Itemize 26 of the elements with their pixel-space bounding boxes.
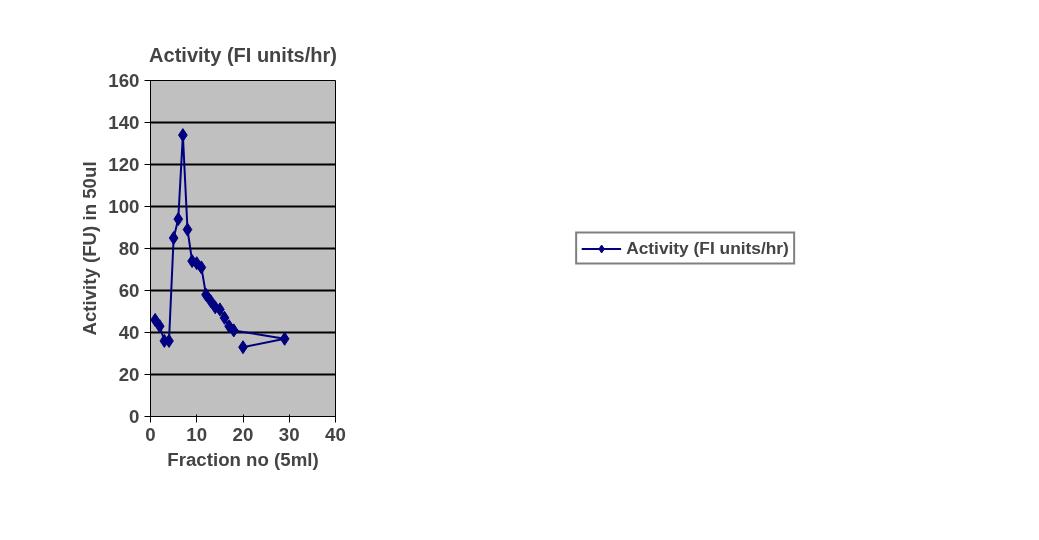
point [182,222,193,237]
y-tick-label: 120 [108,154,140,175]
y-tick-label: 40 [118,322,140,343]
x-tick-label: 40 [325,423,346,445]
point [196,260,207,275]
y-tick-label: 80 [118,238,140,259]
point [173,212,184,227]
x-tick-label: 20 [232,423,254,445]
x-tick-label: 10 [186,423,208,445]
x-axis-title: Fraction no (5ml) [167,448,319,470]
y-axis-title: Activity (FU) in 50ul [79,161,101,336]
y-tick-label: 0 [129,406,140,427]
point [168,231,179,245]
y-tick-label: 140 [108,112,140,133]
point [219,310,230,325]
point [154,319,165,334]
y-tick-label: 100 [108,196,140,217]
y-tick-label: 60 [118,280,140,301]
x-tick-label: 0 [145,423,156,445]
chart-title: Activity (FI units/hr) [149,43,337,66]
y-tick-label: 160 [108,70,140,91]
point [228,323,239,338]
y-tick-label: 20 [118,364,140,385]
x-tick-label: 30 [278,423,300,445]
legend-label: Activity (FI units/hr) [626,237,789,259]
point [279,331,290,346]
